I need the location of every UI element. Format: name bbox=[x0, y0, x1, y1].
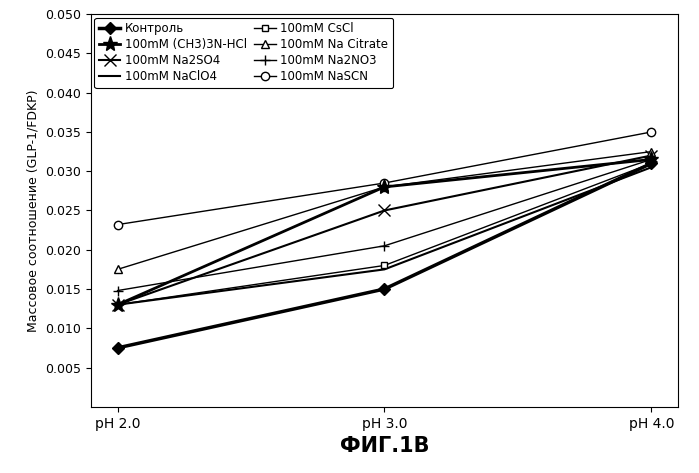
Legend: Контроль, 100mM (CH3)3N-HCl, 100mM Na2SO4, 100mM NaClO4, 100mM CsCl, 100mM Na Ci: Контроль, 100mM (CH3)3N-HCl, 100mM Na2SO… bbox=[94, 18, 393, 88]
Line: 100mM CsCl: 100mM CsCl bbox=[114, 160, 655, 308]
100mM Na2SO4 bbox=[380, 208, 389, 213]
100mM Na2SO4 bbox=[113, 302, 122, 307]
Line: 100mM Na2NO3: 100mM Na2NO3 bbox=[113, 155, 656, 296]
100mM NaClO4 bbox=[647, 165, 656, 170]
X-axis label: ФИГ.1В: ФИГ.1В bbox=[340, 436, 429, 456]
100mM NaClO4 bbox=[380, 267, 389, 272]
Контроль bbox=[647, 160, 656, 166]
Line: 100mM NaSCN: 100mM NaSCN bbox=[113, 128, 656, 229]
Y-axis label: Массовое соотношение (GLP-1/FDKP): Массовое соотношение (GLP-1/FDKP) bbox=[27, 89, 40, 332]
100mM (CH3)3N-HCl bbox=[113, 302, 122, 307]
Line: 100mM Na2SO4: 100mM Na2SO4 bbox=[112, 150, 657, 310]
100mM NaSCN bbox=[113, 222, 122, 228]
100mM Na Citrate bbox=[380, 184, 389, 190]
100mM Na2SO4 bbox=[647, 153, 656, 158]
Line: 100mM Na Citrate: 100mM Na Citrate bbox=[113, 148, 656, 273]
100mM Na Citrate bbox=[647, 149, 656, 154]
100mM Na Citrate bbox=[113, 267, 122, 272]
Контроль bbox=[113, 345, 122, 351]
100mM NaSCN bbox=[647, 129, 656, 135]
100mM CsCl bbox=[113, 302, 122, 307]
100mM Na2NO3 bbox=[113, 288, 122, 293]
Line: Контроль: Контроль bbox=[113, 159, 656, 352]
100mM (CH3)3N-HCl bbox=[647, 157, 656, 162]
100mM NaClO4 bbox=[113, 302, 122, 307]
100mM Na2NO3 bbox=[647, 157, 656, 162]
100mM CsCl bbox=[647, 160, 656, 166]
Line: 100mM (CH3)3N-HCl: 100mM (CH3)3N-HCl bbox=[110, 152, 659, 312]
100mM Na2NO3 bbox=[380, 243, 389, 249]
Line: 100mM NaClO4: 100mM NaClO4 bbox=[117, 167, 651, 305]
100mM NaSCN bbox=[380, 180, 389, 186]
100mM CsCl bbox=[380, 263, 389, 268]
Контроль bbox=[380, 286, 389, 292]
100mM (CH3)3N-HCl bbox=[380, 184, 389, 190]
